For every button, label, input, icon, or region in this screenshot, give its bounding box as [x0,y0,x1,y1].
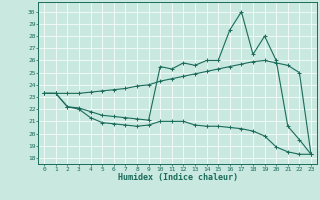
X-axis label: Humidex (Indice chaleur): Humidex (Indice chaleur) [118,173,238,182]
